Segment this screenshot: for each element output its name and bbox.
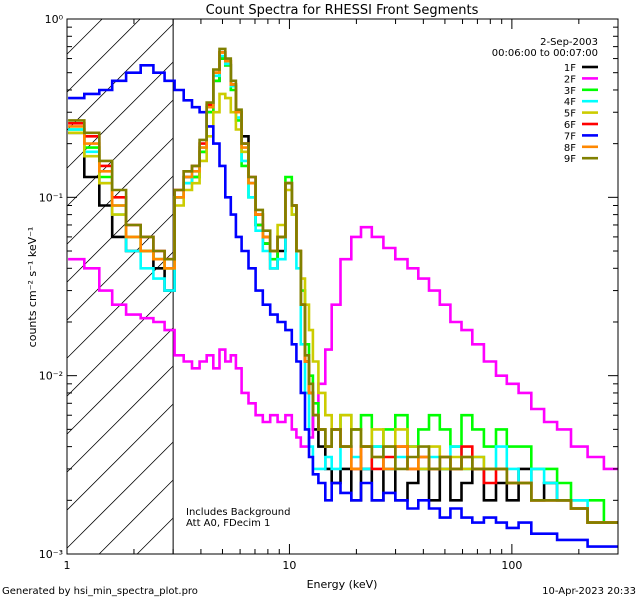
annotation-attenuator: Att A0, FDecim 1 — [186, 518, 270, 529]
legend-label-9F: 9F — [564, 154, 576, 165]
hatched-region — [66, 18, 174, 555]
hatch-line — [66, 213, 174, 321]
x-tick-label: 1 — [64, 559, 71, 572]
y-tick-label: 10⁻¹ — [39, 191, 63, 204]
annotation-background: Includes Background — [186, 507, 290, 518]
hatch-line — [66, 61, 174, 169]
series-line-7F — [68, 64, 618, 548]
series-line-2F — [68, 225, 618, 471]
legend-label-7F: 7F — [564, 131, 576, 142]
hatch-line — [66, 175, 174, 283]
footer-generated-by: Generated by hsi_min_spectra_plot.pro — [2, 586, 198, 597]
legend-time-range: 00:06:00 to 00:07:00 — [492, 48, 598, 59]
hatch-line — [66, 23, 174, 131]
footer-timestamp: 10-Apr-2023 20:33 — [542, 586, 636, 597]
legend-label-5F: 5F — [564, 109, 576, 120]
x-tick-label: 10 — [282, 559, 296, 572]
x-axis: 1 10 100 — [64, 19, 619, 572]
legend-label-6F: 6F — [564, 120, 576, 131]
hatch-line — [66, 99, 174, 207]
hatch-line — [66, 289, 174, 397]
chart-title: Count Spectra for RHESSI Front Segments — [206, 3, 479, 18]
x-axis-label: Energy (keV) — [307, 578, 378, 591]
y-axis: 10⁰ 10⁻¹ 10⁻² 10⁻³ — [39, 13, 618, 561]
legend-label-2F: 2F — [564, 74, 576, 85]
legend-date: 2-Sep-2003 — [540, 37, 598, 48]
y-tick-label: 10⁻³ — [39, 548, 63, 561]
plot-frame — [66, 18, 619, 555]
hatch-line — [66, 403, 174, 511]
series-line-9F — [68, 47, 618, 524]
legend-label-4F: 4F — [564, 97, 576, 108]
legend-label-1F: 1F — [564, 63, 576, 74]
legend-label-8F: 8F — [564, 143, 576, 154]
series-line-5F — [68, 92, 618, 524]
hatch-line — [66, 18, 141, 93]
y-axis-label: counts cm⁻² s⁻¹ keV⁻¹ — [26, 227, 39, 348]
hatch-line — [66, 18, 103, 55]
hatch-line — [66, 441, 174, 549]
hatch-line — [136, 517, 174, 555]
series-line-4F — [68, 54, 618, 524]
legend-label-3F: 3F — [564, 86, 576, 97]
series-line-1F — [68, 57, 618, 524]
hatch-line — [66, 365, 174, 473]
y-tick-label: 10⁰ — [45, 13, 64, 26]
hatch-line — [66, 327, 174, 435]
series-line-3F — [68, 57, 618, 524]
x-tick-label: 100 — [501, 559, 522, 572]
y-tick-label: 10⁻² — [39, 370, 63, 383]
hatch-line — [98, 479, 174, 555]
